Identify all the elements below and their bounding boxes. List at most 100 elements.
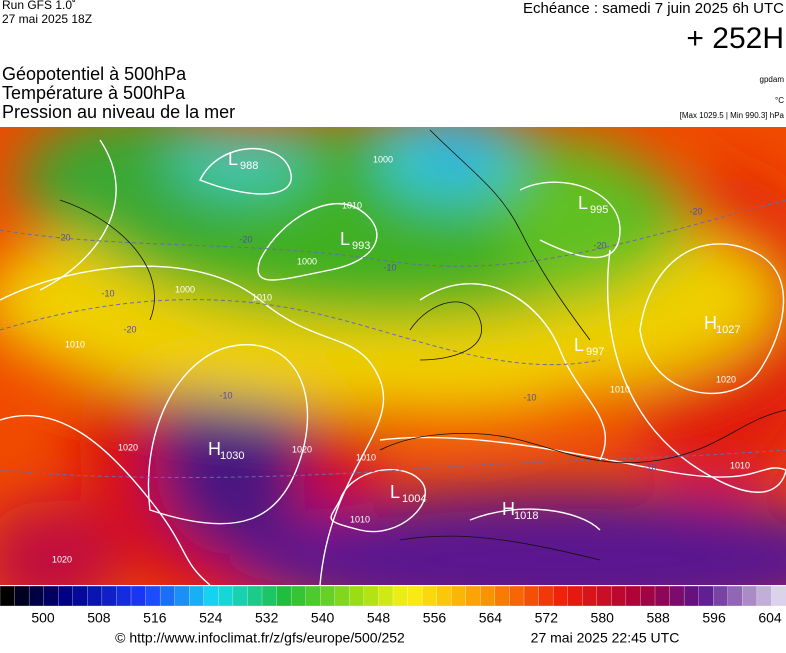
unit-label: gpdam — [760, 75, 785, 84]
pressure-center-letter: H — [704, 313, 717, 333]
temperature-label: -10 — [643, 462, 656, 472]
pressure-center-value: 1018 — [514, 510, 538, 522]
colorbar-swatch — [683, 585, 700, 607]
unit-label: [Max 1029.5 | Min 990.3] hPa — [680, 111, 785, 120]
colorbar-swatch — [742, 585, 758, 607]
temperature-label: -20 — [689, 206, 702, 216]
temperature-label: -10 — [219, 390, 232, 400]
colorbar-swatch — [43, 585, 59, 607]
isobar-label: 1000 — [373, 154, 393, 164]
colorbar-swatch — [290, 585, 307, 607]
colorbar-swatch — [189, 585, 205, 607]
pressure-center-value: 1030 — [220, 450, 244, 462]
lead-time: + 252H — [686, 22, 784, 55]
colorbar-swatch — [58, 585, 74, 607]
colorbar-swatch — [756, 585, 773, 607]
pressure-center-value: 993 — [352, 240, 370, 252]
colorbar-swatch — [247, 585, 263, 607]
valid-time: Echéance : samedi 7 juin 2025 6h UTC — [523, 0, 784, 17]
colorbar-swatch — [698, 585, 714, 607]
colorbar-tick-label: 532 — [255, 610, 279, 626]
colorbar-swatch — [232, 585, 249, 607]
pressure-center-letter: H — [208, 439, 221, 459]
colorbar-swatch — [218, 585, 234, 607]
colorbar-swatch — [538, 585, 554, 607]
colorbar-swatch — [523, 585, 540, 607]
isobar-label: 1020 — [118, 442, 138, 452]
colorbar-swatch — [552, 585, 569, 607]
pressure-center-letter: H — [502, 499, 515, 519]
isobar-label: 1010 — [252, 292, 272, 302]
isobar-label: 1010 — [730, 460, 750, 470]
coastlines — [59, 129, 786, 561]
field-title: Température à 500hPa — [2, 83, 186, 103]
pressure-center-letter: L — [390, 482, 400, 502]
colorbar-swatch — [203, 585, 219, 607]
colorbar-tick-label: 572 — [535, 610, 559, 626]
isobar-label: 1010 — [65, 339, 85, 349]
colorbar-tick-label: 596 — [702, 610, 726, 626]
colorbar-tick-label: 500 — [31, 610, 55, 626]
colorbar-swatch — [611, 585, 627, 607]
source-credit: © http://www.infoclimat.fr/z/gfs/europe/… — [115, 630, 405, 646]
pressure-center-letter: L — [340, 229, 350, 249]
colorbar-swatch — [494, 585, 511, 607]
isobar-label: 1010 — [342, 200, 362, 210]
temperature-label: -20 — [57, 232, 70, 242]
colorbar-swatch — [14, 585, 30, 607]
colorbar-swatch — [363, 585, 380, 607]
isobar-label: 1020 — [292, 444, 312, 454]
temperature-label: -20 — [123, 324, 136, 334]
isobar-label: 1010 — [356, 452, 376, 462]
colorbar-swatch — [349, 585, 365, 607]
colorbar-swatch — [0, 585, 16, 607]
run-label: Run GFS 1.0˚ — [2, 0, 76, 12]
colorbar-swatch — [596, 585, 612, 607]
pressure-center-value: 1004 — [402, 493, 426, 505]
colorbar-swatch — [130, 585, 147, 607]
colorbar-tick-label: 548 — [367, 610, 391, 626]
isobar-label: 1000 — [297, 256, 317, 266]
pressure-center-letter: L — [228, 149, 238, 169]
pressure-center-value: 995 — [590, 204, 608, 216]
colorbar-swatch — [72, 585, 88, 607]
colorbar-swatch — [159, 585, 176, 607]
field-shading — [0, 127, 786, 585]
colorbar-swatch — [320, 585, 336, 607]
colorbar-swatch — [87, 585, 103, 607]
colorbar-swatch — [421, 585, 438, 607]
field-title: Pression au niveau de la mer — [2, 102, 235, 122]
pressure-center-letter: L — [578, 193, 588, 213]
colorbar-tick-label: 556 — [423, 610, 447, 626]
temperature-label: -20 — [593, 240, 606, 250]
pressure-center-letter: L — [574, 335, 584, 355]
colorbar-tick-label: 524 — [199, 610, 223, 626]
colorbar-tick-label: 588 — [646, 610, 670, 626]
isobar-label: 1010 — [350, 514, 370, 524]
pressure-center-value: 988 — [240, 160, 258, 172]
colorbar-swatch — [451, 585, 467, 607]
isobar-label: 1000 — [175, 284, 195, 294]
isotherms — [0, 199, 786, 478]
colorbar-swatch — [713, 585, 729, 607]
colorbar-swatch — [261, 585, 278, 607]
colorbar-swatch — [640, 585, 656, 607]
colorbar-swatch — [480, 585, 496, 607]
colorbar-swatch — [145, 585, 161, 607]
temperature-label: -10 — [523, 392, 536, 402]
colorbar-swatch — [334, 585, 350, 607]
isobar-label: 1020 — [716, 374, 736, 384]
colorbar-swatch — [771, 585, 786, 607]
colorbar-swatch — [378, 585, 394, 607]
colorbar-tick-label: 508 — [87, 610, 111, 626]
colorbar-swatch — [392, 585, 409, 607]
run-date: 27 mai 2025 18Z — [2, 12, 92, 26]
colorbar-swatch — [567, 585, 583, 607]
colorbar-swatch — [305, 585, 321, 607]
colorbar-swatch — [669, 585, 685, 607]
field-title: Géopotentiel à 500hPa — [2, 64, 187, 84]
colorbar-swatch — [625, 585, 642, 607]
colorbar-swatch — [101, 585, 118, 607]
